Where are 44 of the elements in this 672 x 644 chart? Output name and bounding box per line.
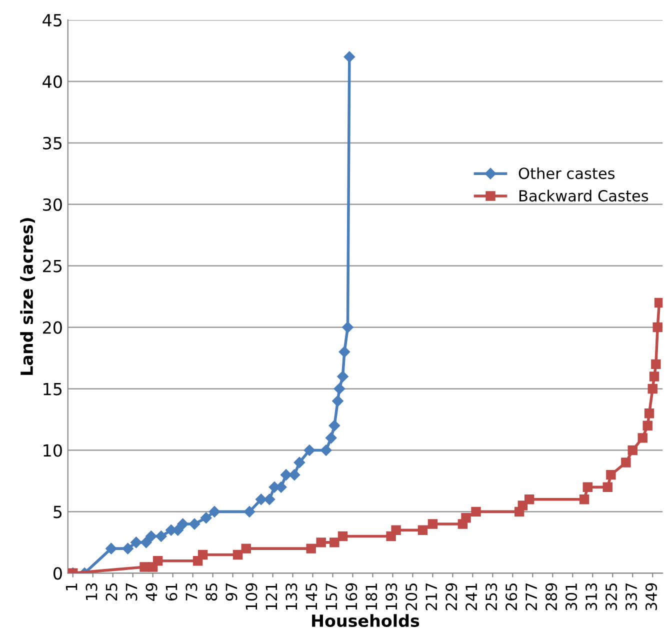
y-axis-title: Land size (acres) (20, 218, 35, 375)
x-tick-label: 241 (466, 584, 477, 610)
x-tick-label: 133 (286, 583, 298, 610)
x-tick-label: 61 (166, 584, 178, 601)
y-tick-label: 10 (44, 444, 62, 457)
x-tick-label: 229 (446, 583, 458, 610)
x-tick-label: 193 (386, 583, 398, 610)
x-tick-label: 325 (605, 584, 618, 610)
x-tick-label: 181 (366, 584, 378, 610)
x-tick-label: 121 (266, 584, 277, 610)
x-tick-label: 205 (406, 584, 418, 610)
y-tick-label: 0 (54, 567, 62, 580)
x-tick-label: 25 (106, 584, 118, 601)
y-tick-label: 15 (44, 382, 62, 396)
x-tick-label: 337 (625, 583, 638, 610)
y-tick-label: 20 (43, 321, 62, 334)
x-tick-label: 97 (226, 583, 238, 601)
x-tick-label: 289 (546, 583, 558, 610)
y-tick-label: 5 (54, 506, 62, 518)
x-tick-label: 253 (486, 583, 498, 610)
x-tick-label: 37 (126, 583, 138, 600)
x-tick-label: 49 (146, 583, 158, 601)
x-tick-label: 301 (566, 584, 578, 610)
x-tick-label: 1 (66, 584, 78, 590)
legend-label: Other castes (518, 167, 615, 180)
x-tick-label: 169 (346, 583, 358, 610)
x-tick-label: 73 (186, 583, 198, 600)
x-tick-label: 313 (586, 583, 598, 610)
x-tick-label: 217 (426, 583, 437, 610)
legend-label: Backward Castes (519, 190, 648, 202)
x-tick-label: 277 (526, 583, 537, 610)
x-axis-title: Households (312, 614, 420, 628)
y-tick-label: 40 (42, 75, 62, 88)
x-tick-label: 265 (506, 584, 518, 610)
x-tick-label: 13 (86, 583, 98, 600)
y-tick-label: 30 (43, 198, 62, 211)
x-tick-label: 145 (306, 584, 318, 610)
y-tick-label: 25 (43, 260, 62, 272)
y-tick-label: 45 (42, 14, 62, 27)
x-tick-label: 109 (246, 583, 258, 610)
x-tick-label: 349 (645, 583, 658, 610)
x-tick-label: 157 (326, 583, 338, 610)
y-tick-label: 35 (43, 136, 62, 150)
x-tick-label: 85 (206, 584, 218, 601)
